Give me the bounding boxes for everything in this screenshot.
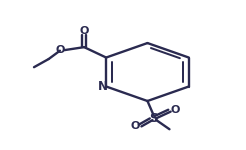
Text: O: O (170, 105, 180, 115)
Text: N: N (98, 80, 108, 93)
Text: O: O (79, 26, 89, 36)
Text: O: O (56, 45, 65, 55)
Text: O: O (130, 121, 139, 131)
Text: S: S (149, 112, 158, 125)
